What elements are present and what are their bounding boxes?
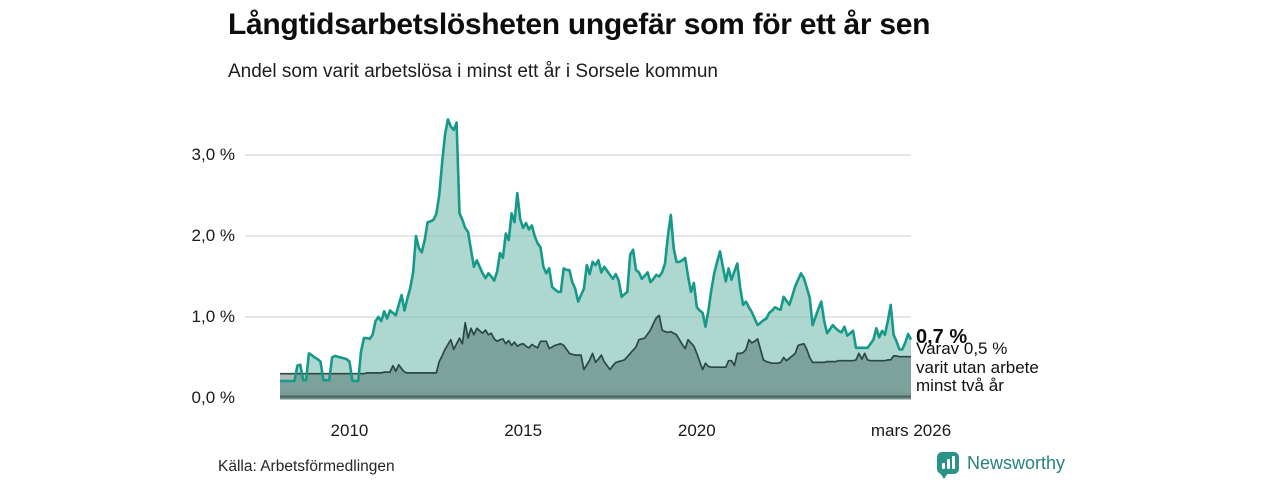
series1-line xyxy=(280,118,913,383)
x-axis-label: 2010 xyxy=(330,421,369,440)
x-axis-label: mars 2026 xyxy=(870,421,952,440)
y-axis-label: 2,0 % xyxy=(191,226,235,245)
series2-area xyxy=(280,315,911,398)
x-axis-label: 2020 xyxy=(677,421,716,440)
logo-bar-icon xyxy=(952,456,955,469)
newsworthy-brand: Newsworthy xyxy=(937,452,1066,479)
subset-annotation: Varav 0,5 % varit utan arbete minst två … xyxy=(916,339,1039,395)
logo-bar-icon xyxy=(947,459,950,469)
baseline-band xyxy=(280,397,911,400)
source-note: Källa: Arbetsförmedlingen xyxy=(218,458,395,475)
newsworthy-logo-icon xyxy=(937,452,959,479)
y-axis-label: 3,0 % xyxy=(191,145,235,164)
y-axis-label: 1,0 % xyxy=(191,307,235,326)
y-axis-label: 0,0 % xyxy=(191,388,235,407)
x-axis-label: 2015 xyxy=(504,421,543,440)
chart-subtitle: Andel som varit arbetslösa i minst ett å… xyxy=(228,61,718,82)
baseline-band xyxy=(280,391,911,396)
baseline-line xyxy=(280,395,911,398)
series2-line xyxy=(280,314,911,375)
series1-area xyxy=(280,119,911,399)
brand-name: Newsworthy xyxy=(967,452,1066,473)
logo-bar-icon xyxy=(942,463,945,469)
page-title: Långtidsarbetslösheten ungefär som för e… xyxy=(228,8,931,41)
latest-value-label: 0,7 % xyxy=(916,326,968,348)
